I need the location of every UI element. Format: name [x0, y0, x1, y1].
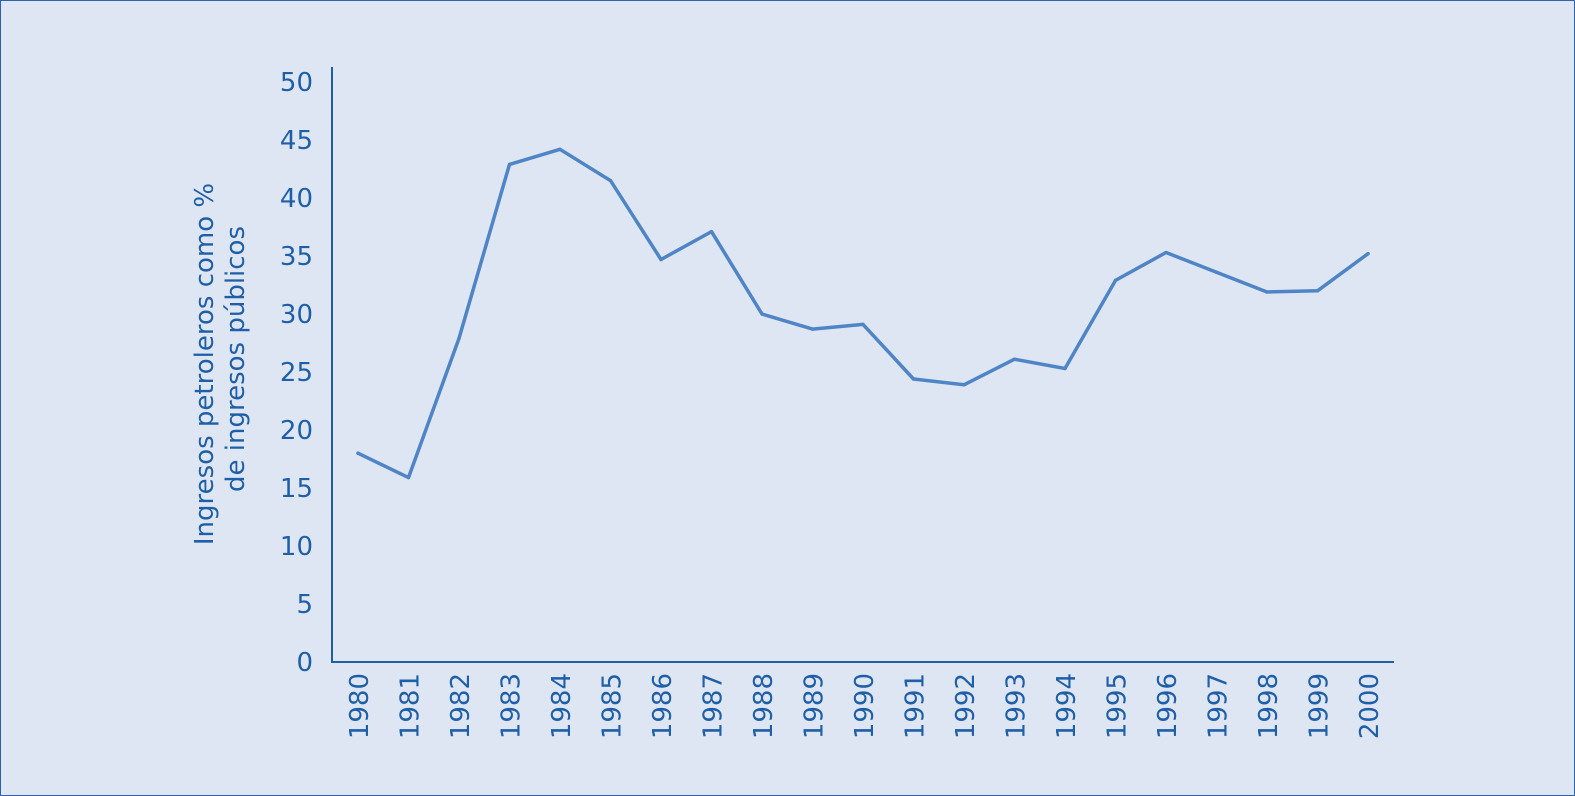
y-axis-title-line-1: Ingresos petroleros como % [190, 183, 220, 545]
series-line [356, 147, 1370, 480]
data-point [507, 162, 512, 167]
data-point [709, 229, 714, 234]
x-tick-label: 1996 [1153, 673, 1183, 739]
data-point [1012, 357, 1017, 361]
x-tick-label: 1985 [598, 673, 628, 739]
x-tick-label: 1983 [497, 673, 527, 739]
x-tick-label: 1993 [1002, 673, 1032, 739]
x-tick-labels: 1980 1981 1982 1983 1984 1985 1986 1987 1988 1989… [345, 673, 1385, 739]
x-tick-label: 1982 [446, 673, 476, 739]
y-tick-label: 40 [280, 184, 313, 214]
x-tick-label: 1994 [1052, 673, 1082, 739]
y-tick-label: 20 [280, 416, 313, 446]
x-tick-label: 1989 [800, 673, 830, 739]
y-axis-title-line-2: de ingresos públicos [221, 226, 251, 492]
x-tick-label: 1988 [749, 673, 779, 739]
y-tick-label: 50 [280, 68, 313, 98]
data-point [861, 322, 865, 327]
x-tick-label: 1981 [396, 673, 426, 739]
x-tick-label: 1999 [1305, 673, 1335, 739]
y-tick-label: 0 [296, 648, 313, 678]
y-tick-label: 30 [280, 300, 313, 330]
data-point [1315, 289, 1320, 293]
x-tick-label: 1986 [648, 673, 678, 739]
data-point [1063, 366, 1067, 371]
y-tick-label: 15 [280, 474, 313, 504]
data-point [962, 383, 966, 387]
y-tick-label: 10 [280, 532, 313, 562]
x-tick-label: 2000 [1355, 673, 1385, 739]
data-point [810, 327, 815, 331]
y-tick-labels: 0 5 10 15 20 25 30 35 40 45 50 [280, 68, 313, 678]
x-tick-label: 1997 [1204, 673, 1234, 739]
data-point [608, 178, 613, 183]
x-tick-label: 1998 [1254, 673, 1284, 739]
x-tick-label: 1984 [547, 673, 577, 739]
data-point [1164, 250, 1168, 255]
data-point [1113, 278, 1118, 283]
data-point [1366, 251, 1370, 256]
y-tick-label: 5 [296, 590, 313, 620]
x-tick-label: 1995 [1103, 673, 1133, 739]
x-tick-label: 1990 [850, 673, 880, 739]
x-tick-label: 1991 [901, 673, 931, 739]
data-point [1214, 270, 1219, 274]
data-point [911, 377, 916, 381]
x-tick-label: 1987 [699, 673, 729, 739]
x-tick-label: 1992 [951, 673, 981, 739]
data-point [406, 475, 411, 480]
series-group [356, 147, 1370, 480]
data-point [457, 336, 461, 341]
data-point [1265, 290, 1269, 294]
y-tick-label: 25 [280, 358, 313, 388]
data-point [659, 257, 663, 262]
data-point [558, 147, 562, 151]
x-tick-label: 1980 [345, 673, 375, 739]
y-tick-label: 45 [280, 126, 313, 156]
y-tick-label: 35 [280, 242, 313, 272]
data-point [356, 451, 360, 455]
data-point [760, 312, 764, 316]
